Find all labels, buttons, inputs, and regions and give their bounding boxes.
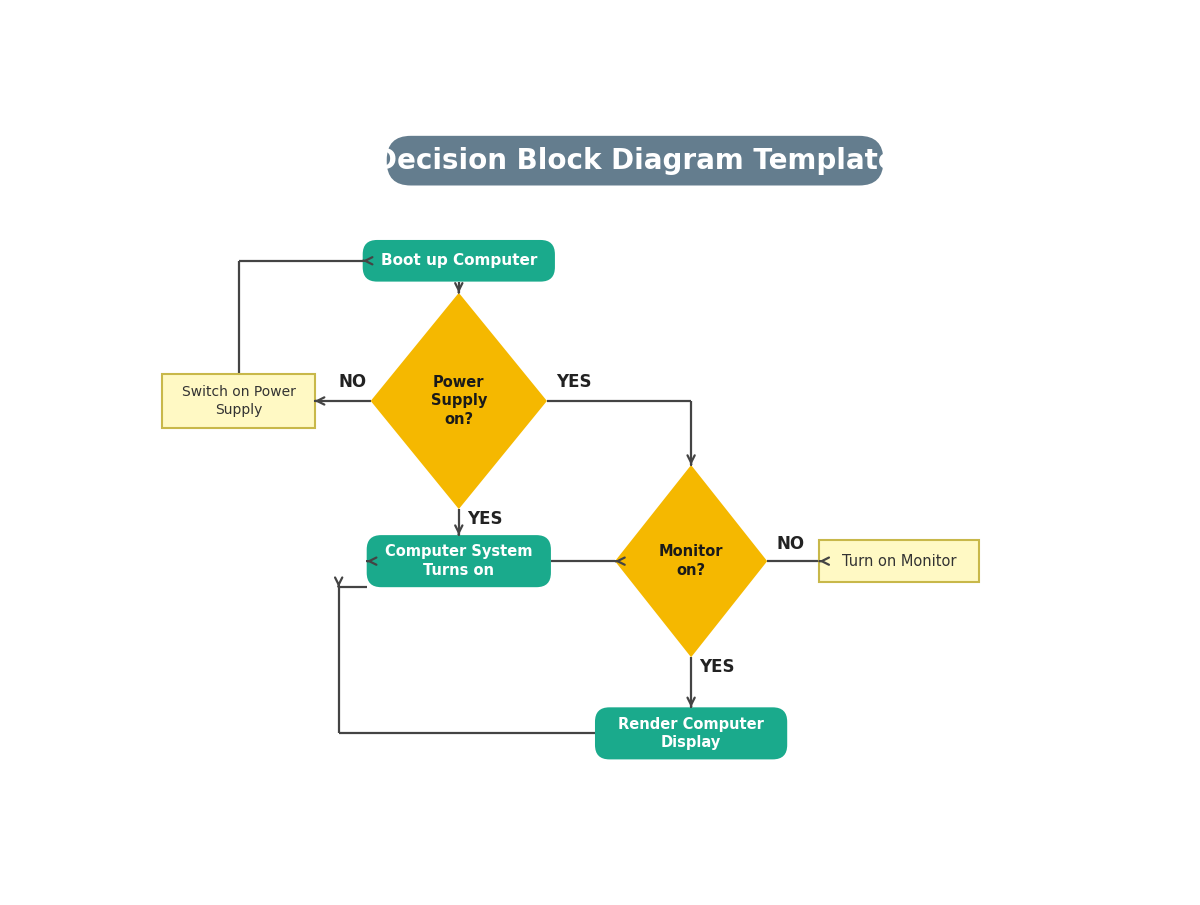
FancyBboxPatch shape — [595, 708, 787, 759]
FancyBboxPatch shape — [362, 240, 554, 281]
Text: Render Computer
Display: Render Computer Display — [618, 717, 764, 750]
Text: YES: YES — [557, 373, 592, 391]
Text: Boot up Computer: Boot up Computer — [380, 253, 536, 268]
Text: Switch on Power
Supply: Switch on Power Supply — [181, 386, 295, 416]
Text: Computer System
Turns on: Computer System Turns on — [385, 544, 533, 578]
Text: Monitor
on?: Monitor on? — [659, 544, 724, 578]
Polygon shape — [371, 293, 547, 510]
Text: YES: YES — [700, 658, 734, 676]
FancyBboxPatch shape — [820, 540, 979, 582]
Text: Turn on Monitor: Turn on Monitor — [842, 554, 956, 568]
Text: NO: NO — [776, 535, 805, 553]
Text: Power
Supply
on?: Power Supply on? — [431, 375, 487, 427]
FancyBboxPatch shape — [367, 535, 551, 587]
Text: NO: NO — [338, 373, 367, 391]
Text: YES: YES — [467, 510, 503, 528]
Polygon shape — [616, 465, 767, 657]
FancyBboxPatch shape — [386, 136, 883, 186]
Text: Decision Block Diagram Template: Decision Block Diagram Template — [373, 147, 896, 175]
FancyBboxPatch shape — [162, 374, 314, 428]
